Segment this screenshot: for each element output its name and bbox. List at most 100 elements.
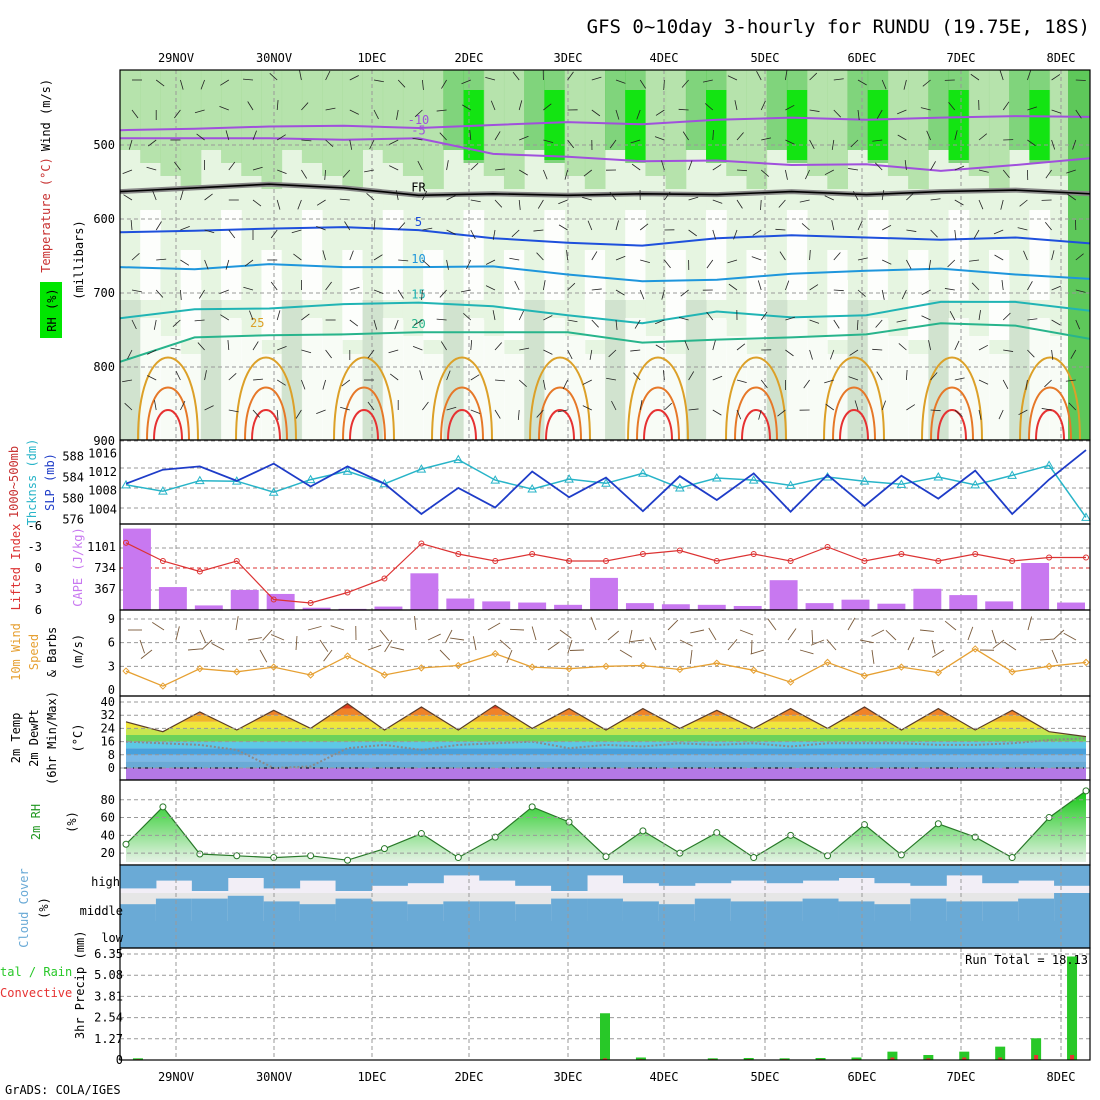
- upper-air-panel: 500 600 700 800 900 -10-5 FR 5 10 15 20 25 Wind (m/s…: [39, 69, 1091, 494]
- cloud-high-cell: [263, 865, 301, 889]
- wind-speed-point: [1045, 662, 1053, 671]
- wind-barb: [276, 134, 286, 141]
- wind-barb: [340, 406, 350, 411]
- precip-total-bar: [600, 1013, 610, 1060]
- cloud-high-cell: [622, 865, 660, 884]
- wind-barb: [1068, 402, 1077, 411]
- precip-total-bar: [132, 1058, 143, 1060]
- cloud-middle-cell: [407, 904, 444, 921]
- wind-barb: [655, 344, 665, 351]
- wind-barb: [706, 259, 714, 269]
- cloud-low-cell: [658, 921, 696, 948]
- wind-barb: [906, 192, 914, 201]
- wind-barb: [567, 319, 578, 323]
- cape-axis-label: CAPE (J/kg): [71, 527, 85, 606]
- wind-barb: [678, 108, 689, 111]
- precip-total-bar: [923, 1054, 934, 1060]
- isotherm-loop: [937, 409, 967, 441]
- wind-barb: [906, 369, 908, 381]
- wind-barb: [249, 310, 254, 321]
- wind-barb: [664, 259, 671, 269]
- date-tick-label: 4DEC: [650, 51, 679, 65]
- rh-cell: [928, 300, 950, 440]
- wind-barb: [543, 169, 548, 180]
- thickness-point: [453, 454, 464, 464]
- wind-barb: [712, 340, 716, 351]
- wind-barb: [414, 109, 423, 118]
- wind-barb: [978, 169, 989, 173]
- wind-barb: [931, 649, 945, 658]
- date-tick-label: 7DEC: [947, 51, 976, 65]
- wind-barb: [876, 371, 883, 381]
- cloud-low-cell: [622, 921, 660, 948]
- wind-barb: [299, 70, 302, 81]
- rh-cell: [443, 190, 465, 280]
- wind-barb: [446, 370, 451, 381]
- cape-bar: [1057, 602, 1085, 610]
- isotherm-label: -5: [411, 123, 425, 137]
- date-tick-label: 2DEC: [455, 51, 484, 65]
- wind-barb: [1003, 349, 1014, 352]
- cloud-middle-label: middle: [80, 904, 123, 918]
- wind-barb: [628, 629, 633, 644]
- wind-barb: [1023, 250, 1028, 261]
- thickness-point: [158, 486, 168, 495]
- rh-cell: [685, 300, 707, 440]
- thickness-tick-label: 588: [62, 450, 84, 464]
- isotherm-loop: [823, 356, 885, 441]
- precip-convective-bar: [998, 1057, 1003, 1060]
- wind-barb: [1072, 139, 1077, 150]
- rh-cell: [665, 354, 687, 494]
- wind-barb: [587, 220, 593, 231]
- wind-speed-point: [269, 663, 278, 671]
- rh-cell: [261, 250, 283, 340]
- wind-barb: [412, 346, 423, 351]
- rh-cell: [847, 70, 869, 150]
- wind-barb: [204, 259, 209, 270]
- rh-cell: [241, 70, 262, 176]
- speed-axis-label: Speed: [27, 634, 41, 670]
- wind-barb: [277, 346, 287, 351]
- wind-barb: [276, 409, 279, 420]
- wind-barb: [881, 190, 885, 201]
- wind-barb: [436, 318, 447, 321]
- wind-barb: [999, 70, 1004, 81]
- rh-cell: [1009, 190, 1030, 280]
- wind-barb: [325, 107, 336, 111]
- rh-cell: [584, 354, 606, 494]
- wind-barb: [978, 310, 981, 321]
- wind-barb: [301, 379, 306, 390]
- wind-barb: [849, 349, 859, 356]
- rh-cell: [524, 300, 545, 440]
- wind-barb: [174, 109, 181, 119]
- wind-barb: [831, 220, 835, 231]
- wind-barb: [196, 133, 205, 141]
- isotherm-loop: [349, 409, 379, 441]
- slp-tick-label: 1012: [88, 465, 117, 479]
- rh-cell: [887, 70, 909, 176]
- wind-barb: [931, 639, 936, 654]
- run-total-label: Run Total = 18.13: [965, 953, 1088, 967]
- wind-barb: [654, 136, 665, 141]
- precip-tick-label: 2.54: [94, 1011, 123, 1025]
- wind-barb: [1027, 318, 1038, 321]
- wind-barb: [1067, 193, 1077, 201]
- wind-barb: [1027, 281, 1033, 291]
- precip-total-bar: [743, 1057, 754, 1060]
- cloud-high-cell: [982, 865, 1019, 884]
- wind-barb: [342, 169, 351, 178]
- wind-speed-point: [491, 649, 499, 658]
- isotherm-loop: [342, 386, 386, 441]
- wind-barb: [1017, 227, 1028, 231]
- date-tick-label: 2DEC: [455, 1070, 484, 1084]
- wind-barb: [702, 79, 713, 83]
- isotherm-line: [119, 183, 1091, 197]
- wind-barb: [122, 169, 133, 174]
- rh-tick-label: 60: [101, 811, 115, 825]
- cape-tick-label: 1101: [87, 540, 116, 554]
- rh-cell: [524, 70, 545, 150]
- wind-barb: [615, 255, 626, 261]
- rh-cell: [807, 336, 828, 476]
- lifted-index-axis-label: Lifted Index: [9, 524, 23, 611]
- cloud-high-cell: [515, 865, 552, 886]
